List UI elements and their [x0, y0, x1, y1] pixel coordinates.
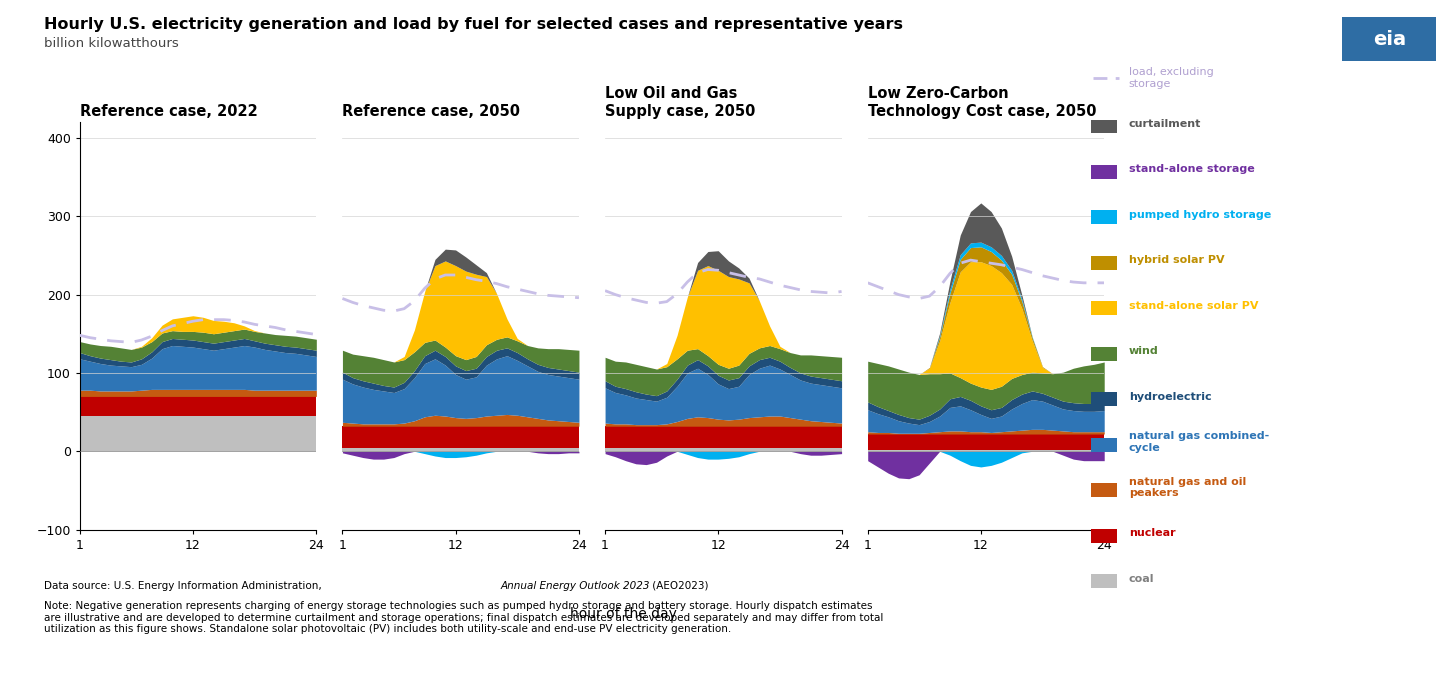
Text: wind: wind: [1129, 346, 1159, 356]
Text: hybrid solar PV: hybrid solar PV: [1129, 255, 1225, 265]
Text: Reference case, 2022: Reference case, 2022: [80, 104, 258, 119]
Text: stand-alone storage: stand-alone storage: [1129, 164, 1255, 174]
Text: eia: eia: [1373, 30, 1406, 48]
Text: Note: Negative generation represents charging of energy storage technologies suc: Note: Negative generation represents cha…: [44, 601, 882, 634]
Text: billion kilowatthours: billion kilowatthours: [44, 37, 178, 50]
Text: stand-alone solar PV: stand-alone solar PV: [1129, 301, 1258, 310]
Text: natural gas and oil
peakers: natural gas and oil peakers: [1129, 477, 1246, 498]
Text: Low Zero-Carbon
Technology Cost case, 2050: Low Zero-Carbon Technology Cost case, 20…: [868, 86, 1096, 119]
Text: load, excluding
storage: load, excluding storage: [1129, 67, 1213, 89]
Text: hour of the day: hour of the day: [570, 607, 678, 621]
Text: pumped hydro storage: pumped hydro storage: [1129, 210, 1271, 219]
Text: nuclear: nuclear: [1129, 528, 1175, 538]
Text: natural gas combined-
cycle: natural gas combined- cycle: [1129, 431, 1270, 453]
Text: Annual Energy Outlook 2023: Annual Energy Outlook 2023: [501, 581, 650, 591]
Text: (AEO2023): (AEO2023): [649, 581, 708, 591]
Text: Hourly U.S. electricity generation and load by fuel for selected cases and repre: Hourly U.S. electricity generation and l…: [44, 17, 903, 32]
Text: Reference case, 2050: Reference case, 2050: [342, 104, 521, 119]
Text: Data source: U.S. Energy Information Administration,: Data source: U.S. Energy Information Adm…: [44, 581, 325, 591]
Text: coal: coal: [1129, 574, 1155, 583]
Text: Low Oil and Gas
Supply case, 2050: Low Oil and Gas Supply case, 2050: [605, 86, 756, 119]
Text: curtailment: curtailment: [1129, 119, 1201, 128]
Text: hydroelectric: hydroelectric: [1129, 392, 1212, 401]
